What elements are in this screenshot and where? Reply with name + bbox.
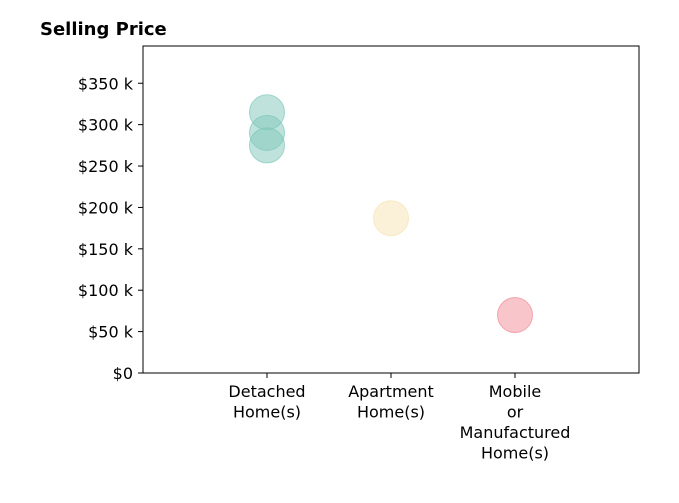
x-tick-label-line: Home(s)	[233, 403, 301, 422]
y-tick-label: $300 k	[78, 116, 134, 135]
y-tick-label: $50 k	[88, 323, 134, 342]
data-point	[373, 200, 409, 237]
x-axis: Detached Home(s) Apartment Home(s) Mobile or M…	[228, 373, 570, 463]
y-axis: $0 $50 k $100 k $150 k $200 k $250 k $300 k $35…	[78, 74, 143, 383]
y-tick-label: $250 k	[78, 157, 134, 176]
x-tick-label: Mobile or Manufactured Home(s)	[460, 382, 571, 463]
y-tick-label: $200 k	[78, 198, 134, 217]
y-tick-label: $150 k	[78, 240, 134, 259]
x-tick-label: Detached Home(s)	[228, 382, 305, 422]
x-tick-label-line: Home(s)	[481, 444, 549, 463]
x-tick-label-line: Mobile	[489, 382, 541, 401]
x-tick-label-line: Manufactured	[460, 423, 571, 442]
x-tick-label-line: Detached	[228, 382, 305, 401]
x-tick-label-line: Apartment	[348, 382, 434, 401]
y-tick-label: $0	[113, 364, 133, 383]
y-tick-label: $100 k	[78, 281, 134, 300]
data-points	[249, 94, 533, 334]
data-point	[497, 297, 533, 334]
y-tick-label: $350 k	[78, 74, 134, 93]
x-tick-label-line: or	[507, 403, 524, 422]
data-point	[249, 127, 285, 164]
x-tick-label: Apartment Home(s)	[348, 382, 434, 422]
x-tick-label-line: Home(s)	[357, 403, 425, 422]
chart-title: Selling Price	[40, 19, 167, 40]
